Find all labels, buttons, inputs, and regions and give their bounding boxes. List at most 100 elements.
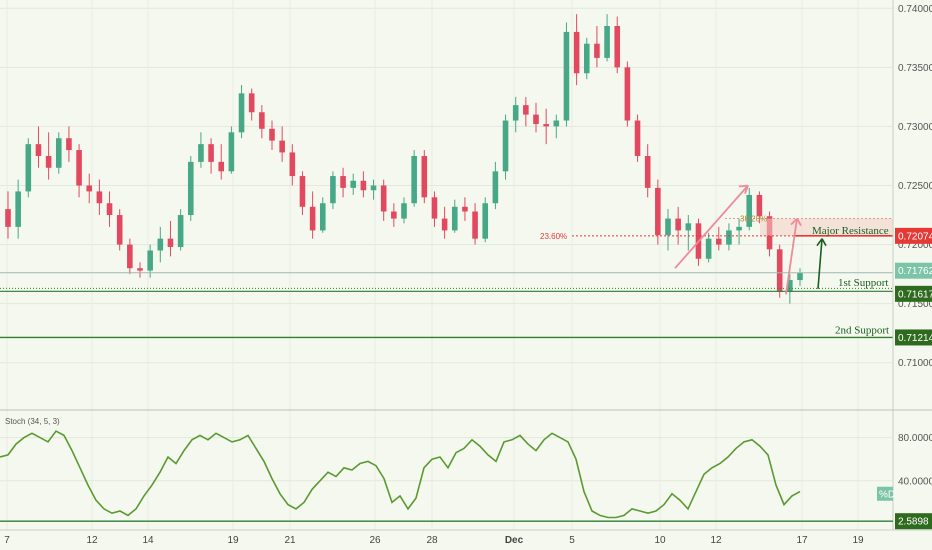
stoch-d-tag [877,486,893,501]
price-tags: 0.72074 0.71762 0.71617 0.71214 [895,227,932,346]
x-tick-label: 26 [369,535,381,546]
candle-body [279,140,285,153]
candle-body [776,249,783,292]
stoch-y-tick-label: 80.0000 [898,433,932,444]
candle-body [736,226,742,231]
pink-arrow-up-left [674,184,749,269]
x-tick-label: 14 [142,535,154,546]
y-tick-label: 0.71500 [898,299,932,310]
candle-body [96,191,103,204]
y-tick-label: 0.73500 [898,63,932,74]
candle-body [726,230,732,245]
first-support-tag-text: 0.71617 [898,289,932,300]
candle-body [208,144,214,162]
candle-body [523,105,529,115]
candle-body [45,155,52,168]
candle-body [25,144,32,192]
candle-body [512,105,519,121]
levels: 23.60% 38.20% [0,215,893,339]
x-tick-label: 19 [227,535,239,546]
candle-body [319,203,326,231]
candle-body [431,197,438,219]
candle-body [299,176,306,207]
major-resistance-label: Major Resistance [812,225,889,237]
x-tick-label: 28 [426,535,438,546]
candle-body [462,206,468,212]
candle-body [106,203,113,216]
candle-body [218,161,225,172]
candle-body [715,238,722,245]
second-support-tag [895,329,932,346]
candle-body [634,120,641,156]
candle-body [137,268,143,271]
first-support-label: 1st Support [838,277,888,289]
stoch-k-line [0,430,801,519]
candle-body [472,211,478,239]
candle-body [167,238,174,247]
candle-body [685,223,692,231]
candle-body [705,238,712,259]
candle-body [259,112,265,129]
candle-body [421,155,428,198]
candle-body [655,187,661,236]
candle-body [563,31,570,121]
candle-body [35,144,42,156]
candle-body [604,25,610,58]
candle-body [15,191,21,227]
candle-body [482,203,489,239]
x-tick-label: 19 [852,535,864,546]
candle-body [543,124,549,127]
stoch-y-tick-label: 40.0000 [898,476,932,487]
candle-body [330,176,336,204]
time-axis: 7 12 14 19 21 26 28 Dec 5 10 12 17 19 [4,535,864,546]
candle-body [147,250,153,271]
y-tick-label: 0.72000 [898,240,932,251]
candle-body [380,185,387,212]
candle-body [644,155,651,188]
price-axis: 0.74000 0.73500 0.73000 0.72500 0.72000 0.715… [898,4,932,488]
second-support-tag-text: 0.71214 [898,333,932,344]
stoch-d-tag-text: %D [879,489,895,500]
candle-body [5,209,11,227]
candle-body [553,120,560,127]
candle-body [187,161,194,216]
stoch-value-tag [895,513,932,530]
x-tick-label: Dec [505,535,524,546]
candle-body [502,120,509,172]
stoch-grid [0,437,893,482]
x-tick-label: 17 [796,535,808,546]
candle-body [340,176,346,188]
candle-body [746,194,753,227]
candle-body [309,206,316,231]
x-tick-label: 12 [86,535,98,546]
y-tick-label: 0.74000 [898,4,932,15]
candle-body [116,215,123,245]
fib-38-label: 38.20% [740,215,767,224]
y-tick-label: 0.72500 [898,181,932,192]
candle-body [360,180,367,191]
x-tick-label: 21 [284,535,296,546]
current-price-tag-text: 0.71762 [898,266,932,277]
candle-body [797,272,803,281]
candle-body [614,25,621,68]
pink-arrow-up-right [785,217,802,295]
candle-body [441,218,448,231]
candle-body [66,138,72,151]
candle-body [76,150,82,186]
candle-body [248,93,255,113]
stoch-value-tag-text: 2.5898 [898,517,929,528]
annotations: Major Resistance 1st Support 2nd Support [674,184,889,336]
candle-body [370,185,377,191]
candle-body [401,203,407,219]
resistance-tag-text: 0.72074 [898,231,932,242]
candle-body [665,218,671,236]
candle-body [675,218,681,231]
candle-body [55,138,62,168]
stoch-title: Stoch (34, 5, 3) [5,417,60,426]
candle-body [238,93,245,133]
candle-body [269,128,275,141]
x-tick-label: 10 [654,535,666,546]
